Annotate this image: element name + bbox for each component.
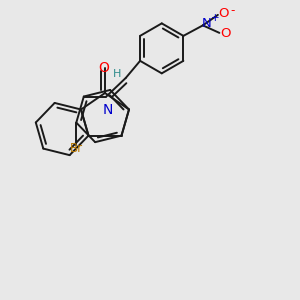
Text: N: N xyxy=(202,17,212,30)
Text: O: O xyxy=(220,27,231,40)
Text: +: + xyxy=(211,13,220,22)
Text: -: - xyxy=(231,4,235,17)
Text: H: H xyxy=(113,69,122,79)
Text: O: O xyxy=(219,7,229,20)
Text: Br: Br xyxy=(70,142,83,155)
Text: O: O xyxy=(98,61,109,75)
Text: N: N xyxy=(102,103,113,117)
